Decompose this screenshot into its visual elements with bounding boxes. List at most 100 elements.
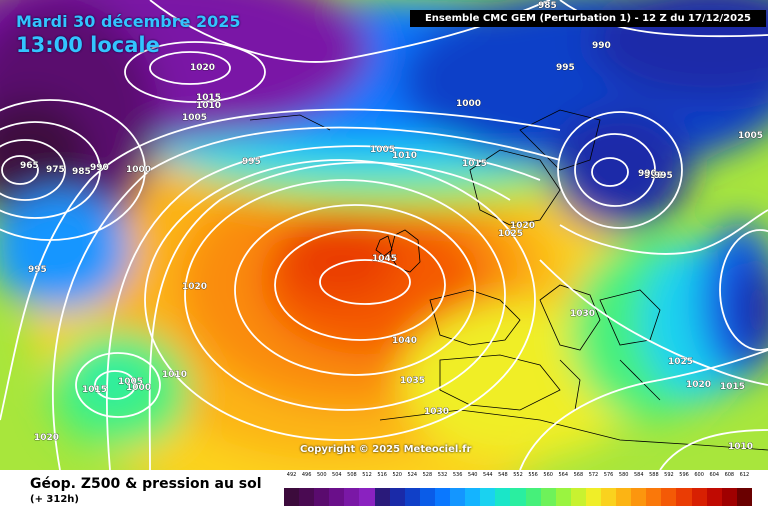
- color-scale-label: 508: [347, 472, 357, 478]
- color-scale-label: 556: [528, 472, 538, 478]
- color-scale-swatch: [389, 488, 405, 506]
- color-scale-swatch: [480, 488, 496, 506]
- isobar-label: 1010: [196, 101, 221, 111]
- isobar-label: 985: [72, 167, 91, 177]
- color-scale-swatch: [691, 488, 707, 506]
- isobar-label: 1015: [196, 93, 221, 103]
- isobar-label: 1000: [126, 165, 151, 175]
- color-scale-label: 516: [377, 472, 387, 478]
- color-scale-swatch: [600, 488, 617, 506]
- forecast-lead: (+ 312h): [30, 494, 79, 505]
- color-scale-label: 588: [649, 472, 659, 478]
- isobar-label: 1010: [162, 370, 187, 380]
- isobar-label: 975: [46, 165, 65, 175]
- color-scale-swatch: [314, 488, 330, 506]
- isobar-label: 965: [20, 161, 39, 171]
- color-scale-swatch: [284, 488, 300, 506]
- isobar-label: 1025: [498, 229, 523, 239]
- color-scale-label: 568: [573, 472, 584, 478]
- color-scale-swatch: [555, 488, 571, 506]
- color-scale-swatch: [676, 488, 692, 506]
- isobar-label: 1030: [570, 309, 595, 319]
- color-scale-swatch: [646, 488, 662, 506]
- isobar-label: 990: [592, 41, 611, 51]
- isobar-label: 1010: [728, 442, 753, 452]
- color-scale-swatch: [359, 488, 375, 506]
- isobar-label: 1020: [190, 63, 215, 73]
- isobar-labels: 9859909951020101510101005100010051010995…: [20, 1, 764, 453]
- color-scale-swatch: [299, 488, 315, 506]
- isobar-label: 995: [242, 157, 261, 167]
- isobar-label: 1040: [392, 336, 417, 346]
- isobar-label: 1030: [424, 407, 449, 417]
- isobar-label: 1025: [668, 357, 693, 367]
- legend-bar: Géop. Z500 & pression au sol (+ 312h) 49…: [0, 470, 768, 512]
- color-scale-label: 564: [558, 472, 569, 478]
- color-scale-label: 560: [543, 472, 553, 478]
- isobar-label: 990: [90, 163, 109, 173]
- color-scale-labels: 492 496 500 504 508 512 516 520 524 528 532 536 540 5…: [284, 472, 752, 484]
- color-scale-label: 608: [724, 472, 735, 478]
- isobar-label: 1005: [118, 377, 143, 387]
- color-scale-label: 584: [633, 472, 644, 478]
- model-run-banner: Ensemble CMC GEM (Perturbation 1) - 12 Z…: [410, 10, 766, 27]
- isobar-label: 1005: [182, 113, 207, 123]
- color-scale-swatch: [585, 488, 601, 506]
- legend-title: Géop. Z500 & pression au sol: [30, 476, 262, 492]
- color-scale-label: 532: [437, 472, 448, 478]
- color-scale-label: 548: [498, 472, 508, 478]
- isobar-label: 1005: [738, 131, 763, 141]
- isobar-label: 1005: [370, 145, 395, 155]
- color-scale-swatches: [284, 488, 752, 506]
- color-scale-label: 540: [467, 472, 478, 478]
- color-scale-swatch: [495, 488, 511, 506]
- isobar-label: 995: [644, 171, 663, 181]
- color-scale-swatch: [374, 488, 390, 506]
- color-scale-label: 604: [709, 472, 720, 478]
- color-scale-label: 512: [362, 472, 372, 478]
- color-scale-label: 612: [739, 472, 750, 478]
- isobar-label: 995: [28, 265, 47, 275]
- isobar-label: 1020: [510, 221, 535, 231]
- isobar-label: 1045: [372, 254, 397, 264]
- color-scale-swatch: [434, 488, 451, 506]
- color-scale-swatch: [344, 488, 360, 506]
- color-scale-label: 572: [588, 472, 599, 478]
- color-scale-swatch: [736, 488, 752, 506]
- isobar-label: 1000: [126, 383, 151, 393]
- color-scale-label: 580: [618, 472, 629, 478]
- copyright-notice: Copyright © 2025 Meteociel.fr: [300, 444, 472, 455]
- color-scale-label: 504: [332, 472, 342, 478]
- color-scale-swatch: [419, 488, 435, 506]
- color-scale-swatch: [450, 488, 466, 506]
- color-scale-label: 492: [286, 472, 297, 478]
- coastlines: [249, 109, 768, 451]
- color-scale-label: 500: [316, 472, 327, 478]
- color-scale-label: 600: [694, 472, 704, 478]
- color-scale-swatch: [706, 488, 722, 506]
- isobar-label: 1015: [82, 385, 107, 395]
- color-scale-swatch: [329, 488, 345, 506]
- isobar-label: 1020: [182, 282, 207, 292]
- forecast-time: 13:00 locale: [16, 33, 160, 57]
- isobar-label: 1020: [686, 380, 711, 390]
- color-scale-label: 544: [483, 472, 493, 478]
- color-scale-swatch: [616, 488, 632, 506]
- isobar-label: 1010: [392, 151, 417, 161]
- isobar-label: 995: [654, 171, 673, 181]
- color-scale: 492 496 500 504 508 512 516 520 524 528 532 536 540 5…: [284, 472, 752, 510]
- forecast-date: Mardi 30 décembre 2025: [16, 12, 241, 31]
- color-scale-swatch: [570, 488, 586, 506]
- color-scale-label: 536: [452, 472, 463, 478]
- color-scale-label: 552: [513, 472, 523, 478]
- color-scale-swatch: [404, 488, 420, 506]
- color-scale-swatch: [510, 488, 526, 506]
- isobar-label: 995: [556, 63, 575, 73]
- color-scale-label: 524: [407, 472, 418, 478]
- color-scale-swatch: [525, 488, 541, 506]
- isobar-label: 1015: [720, 382, 745, 392]
- isobar-label: 1000: [456, 99, 481, 109]
- color-scale-label: 592: [664, 472, 674, 478]
- isobar-label: 1020: [34, 433, 59, 443]
